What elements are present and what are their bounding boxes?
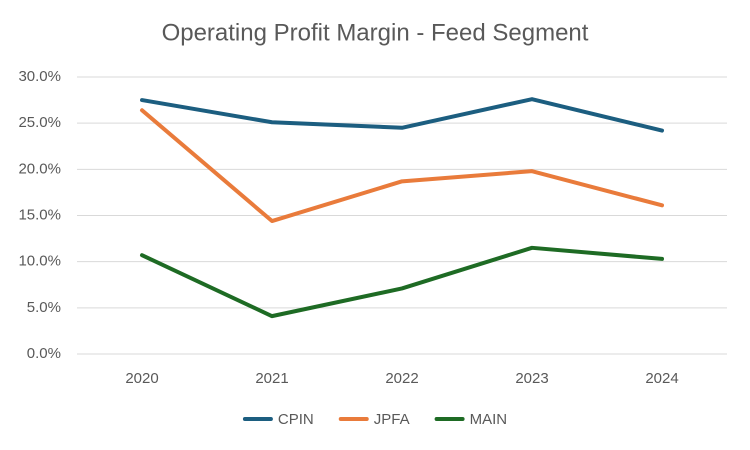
x-tick-label: 2021 [255,370,288,387]
y-tick-label: 25.0% [18,114,61,131]
x-tick-label: 2023 [515,370,548,387]
legend-label: JPFA [374,411,410,428]
y-tick-label: 10.0% [18,253,61,270]
y-tick-label: 20.0% [18,160,61,177]
y-tick-label: 0.0% [27,345,61,362]
x-tick-label: 2020 [125,370,158,387]
y-tick-label: 15.0% [18,206,61,223]
x-tick-label: 2024 [645,370,678,387]
y-tick-label: 5.0% [27,299,61,316]
series-line [140,245,664,319]
legend-label: MAIN [470,411,508,428]
x-tick-label: 2022 [385,370,418,387]
y-tick-label: 30.0% [18,68,61,85]
series-line [140,97,664,133]
chart-title: Operating Profit Margin - Feed Segment [162,19,589,46]
series-line [140,108,664,224]
legend-label: CPIN [278,411,314,428]
